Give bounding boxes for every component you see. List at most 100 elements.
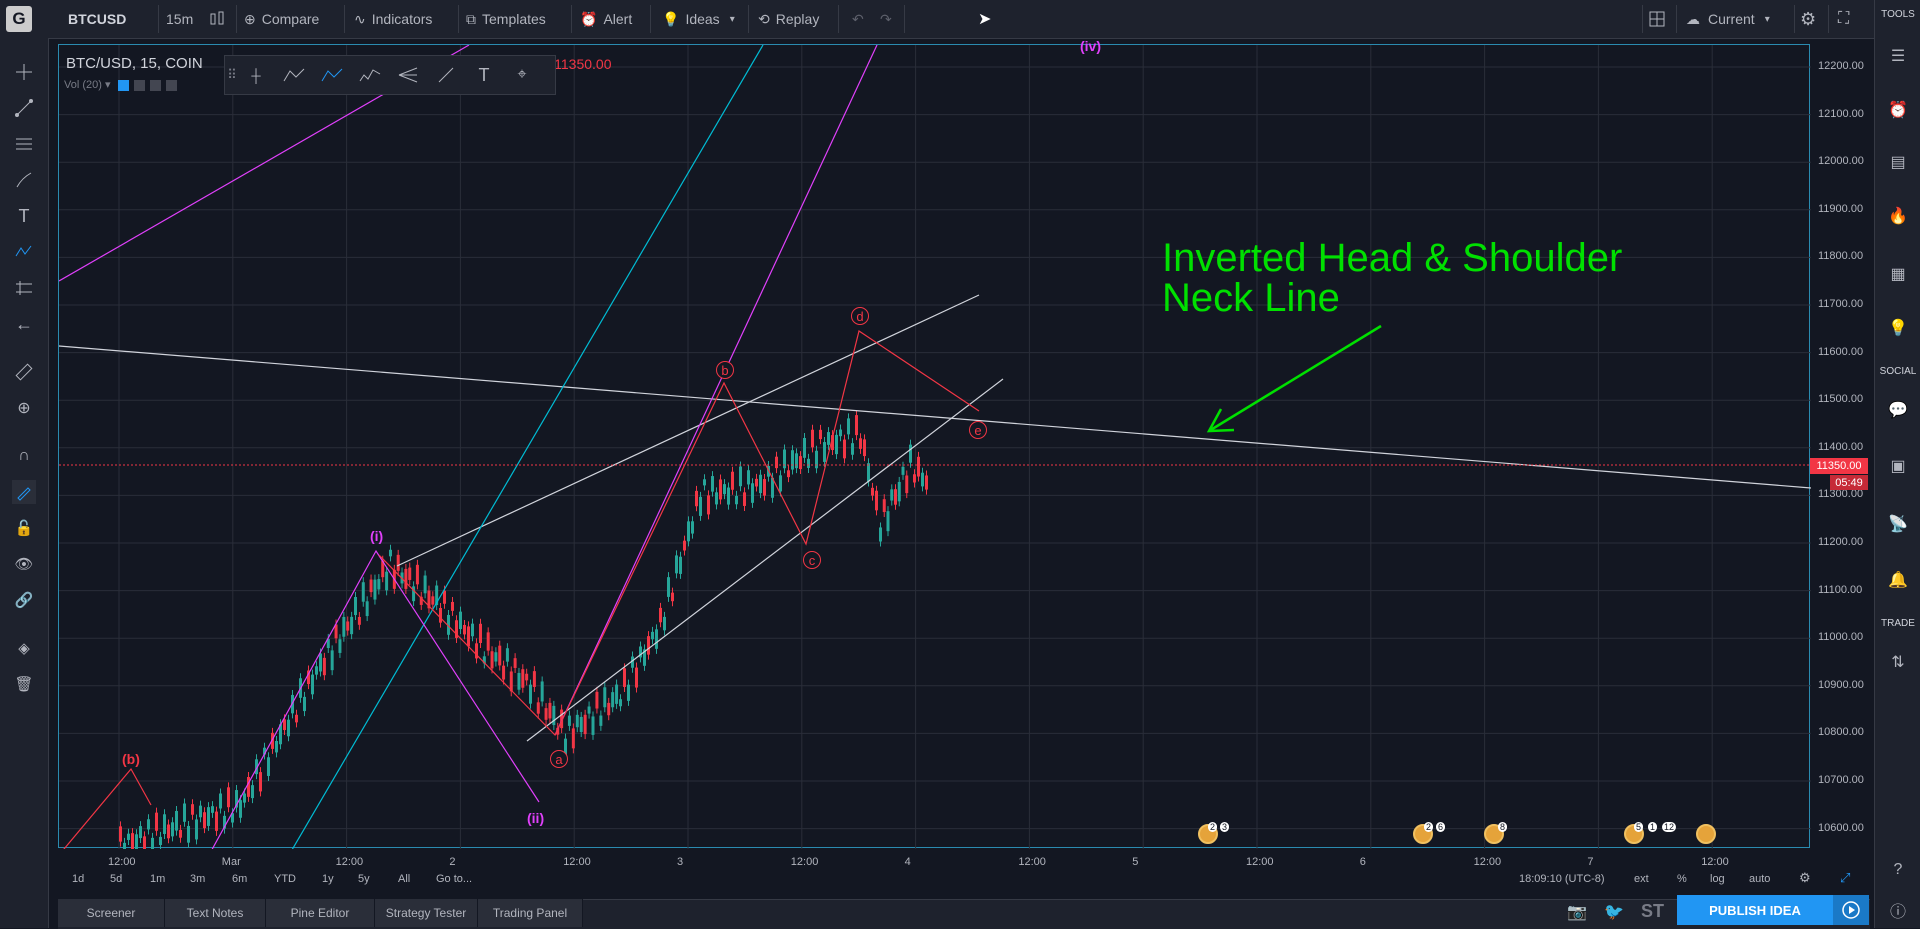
range-button[interactable]: All [398, 873, 411, 885]
scale-auto-button[interactable]: auto [1749, 873, 1771, 885]
range-button[interactable]: 6m [232, 873, 248, 885]
candle-body [334, 624, 338, 639]
wave-label-b-paren: (b) [122, 751, 140, 767]
candle-body [443, 590, 446, 604]
symbol-search[interactable]: BTCUSD [68, 11, 127, 27]
settings-icon[interactable] [133, 79, 145, 91]
compare-button[interactable]: ⊕ Compare [244, 0, 319, 38]
ideas-lightbulb-icon[interactable]: 💡 [1888, 320, 1908, 337]
streams-icon[interactable]: ▣ [1890, 458, 1906, 475]
chart-legend[interactable]: BTC/USD, 15, COIN [66, 55, 203, 72]
fib-tool-icon[interactable] [12, 132, 36, 156]
magnet-icon[interactable]: ∩ [18, 447, 30, 464]
help-icon[interactable]: ? [1893, 861, 1903, 878]
layers-icon[interactable]: ◈ [18, 640, 30, 657]
range-button[interactable]: 1y [322, 873, 334, 885]
scale-ext-button[interactable]: ext [1634, 873, 1649, 885]
templates-button[interactable]: ⧉ Templates [466, 0, 546, 38]
interval-button[interactable]: 15m [166, 11, 194, 27]
tab-trading-panel[interactable]: Trading Panel [478, 899, 583, 927]
volume-legend[interactable]: Vol (20) ▾ [64, 78, 177, 91]
indicators-button[interactable]: ∿ Indicators [354, 0, 432, 38]
watchlist-icon[interactable]: ☰ [1890, 48, 1906, 65]
chart-settings-gear-icon[interactable]: ⚙ [1799, 870, 1811, 885]
broadcast-icon[interactable]: 📡 [1888, 516, 1908, 533]
drag-handle-icon[interactable]: ⠿ [227, 67, 237, 82]
candle-body [886, 511, 890, 532]
alert-button[interactable]: ⏰ Alert [580, 0, 632, 38]
candle-body [404, 568, 408, 589]
eye-icon[interactable]: 👁 [14, 556, 34, 573]
range-button[interactable]: 3m [190, 873, 206, 885]
pin-icon[interactable]: ⌖ [517, 66, 527, 83]
fullscreen-icon[interactable]: ⛶ [1838, 10, 1850, 27]
text-tool-icon[interactable]: T [478, 64, 490, 85]
calendar-icon[interactable]: ▦ [1890, 266, 1906, 283]
chat-support-icon[interactable]: ⓘ [1889, 904, 1906, 921]
wave-label-e: e [969, 421, 987, 439]
elliott-impulse-icon[interactable] [357, 62, 383, 88]
chat-icon[interactable]: 💬 [1888, 402, 1908, 419]
abcd-pattern-icon[interactable] [281, 62, 307, 88]
fork-icon[interactable] [395, 62, 421, 88]
layout-grid-icon[interactable] [1648, 0, 1666, 38]
price-scale[interactable]: 12200.00 12100.00 12000.00 11900.00 11800.00… [1810, 44, 1870, 848]
chart-pane[interactable] [58, 44, 1811, 849]
range-button[interactable]: 1d [72, 873, 85, 885]
candle-body [795, 453, 798, 469]
chart-annotation-text[interactable]: Inverted Head & Shoulder Neck Line [1162, 238, 1622, 318]
range-button[interactable]: Go to... [436, 873, 473, 885]
data-window-icon[interactable]: ▤ [1890, 154, 1906, 171]
tab-pine-editor[interactable]: Pine Editor [266, 899, 375, 927]
close-icon[interactable] [165, 79, 177, 91]
back-arrow-icon[interactable]: ← [15, 313, 33, 334]
prediction-tool-icon[interactable] [12, 276, 36, 300]
lock-icon[interactable]: 🔓 [14, 520, 34, 537]
reset-scale-icon[interactable]: ⤢ [1840, 870, 1851, 885]
link-icon[interactable]: 🔗 [14, 592, 34, 609]
ideas-button[interactable]: 💡 Ideas ▾ [662, 0, 735, 38]
text-tool-icon[interactable]: T [18, 205, 30, 226]
redo-icon[interactable]: ↷ [880, 10, 892, 27]
more-icon[interactable] [149, 79, 161, 91]
brush-icon[interactable] [12, 168, 36, 192]
scale-log-button[interactable]: log [1710, 873, 1725, 885]
line-tool-icon[interactable] [433, 62, 459, 88]
stocktwits-icon[interactable]: ST [1641, 901, 1665, 921]
undo-icon[interactable]: ↶ [852, 10, 864, 27]
last-price-label: 11350.00 [1810, 458, 1868, 474]
trade-icon[interactable]: ⇅ [1891, 654, 1905, 671]
stay-in-drawing-mode-icon[interactable] [12, 480, 36, 504]
trend-line-icon[interactable] [12, 96, 36, 120]
app-logo[interactable]: G [6, 6, 32, 32]
range-button[interactable]: 5d [110, 873, 123, 885]
chart-type-icon[interactable] [208, 0, 226, 38]
settings-gear-icon[interactable]: ⚙ [1800, 8, 1817, 29]
crosshair-icon[interactable]: ┼ [251, 67, 261, 83]
publish-idea-button[interactable]: PUBLISH IDEA [1677, 895, 1833, 925]
range-button[interactable]: 5y [358, 873, 370, 885]
tab-text-notes[interactable]: Text Notes [165, 899, 266, 927]
elliott-abc-icon[interactable] [319, 62, 345, 88]
zoom-in-icon[interactable]: ⊕ [17, 400, 31, 417]
scale-percent-button[interactable]: % [1677, 873, 1687, 885]
event-flag-icon[interactable] [1696, 824, 1716, 844]
publish-video-button[interactable] [1833, 895, 1869, 925]
alarm-clock-icon[interactable]: ⏰ [1888, 102, 1908, 119]
replay-label: Replay [775, 11, 820, 27]
camera-snapshot-icon[interactable]: 📷 [1567, 904, 1587, 921]
tab-strategy-tester[interactable]: Strategy Tester [375, 899, 478, 927]
eye-toggle-icon[interactable] [117, 79, 129, 91]
crosshair-icon[interactable] [12, 60, 36, 84]
pattern-tool-icon[interactable] [12, 240, 36, 264]
tab-screener[interactable]: Screener [58, 899, 165, 927]
range-button[interactable]: 1m [150, 873, 166, 885]
replay-button[interactable]: ⟲ Replay [758, 0, 819, 38]
range-button[interactable]: YTD [274, 873, 296, 885]
twitter-icon[interactable]: 🐦 [1604, 904, 1624, 921]
layout-save-button[interactable]: ☁ Current ▾ [1686, 0, 1770, 38]
trash-icon[interactable]: 🗑 [14, 676, 34, 693]
hotlist-flame-icon[interactable]: 🔥 [1888, 208, 1908, 225]
notifications-bell-icon[interactable]: 🔔 [1888, 572, 1908, 589]
ruler-icon[interactable] [12, 360, 36, 384]
